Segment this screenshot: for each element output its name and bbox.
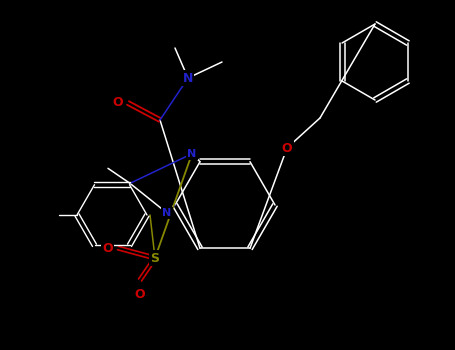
Text: S: S [151,252,160,265]
Text: N: N [162,208,172,218]
Text: N: N [183,71,193,84]
Text: O: O [112,97,123,110]
Text: N: N [187,149,197,159]
Text: O: O [282,141,292,154]
Text: O: O [135,288,145,301]
Text: O: O [102,241,113,254]
